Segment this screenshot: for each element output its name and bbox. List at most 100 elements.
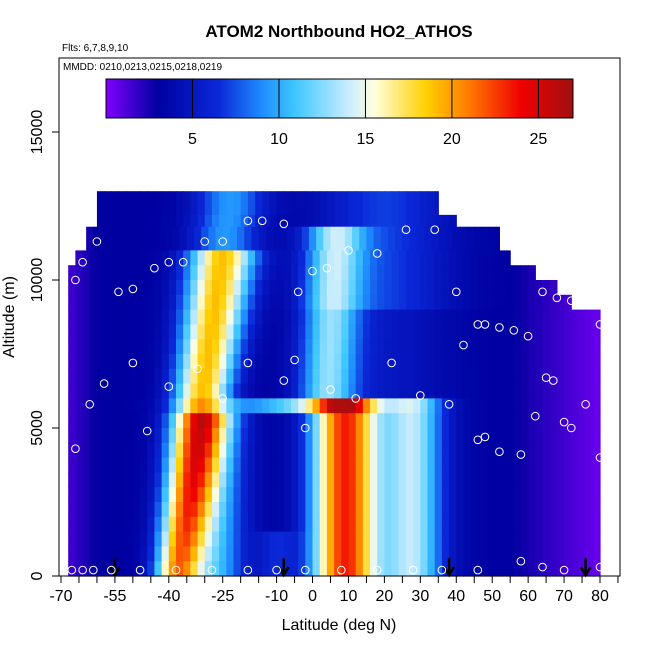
heatmap-cell: [463, 472, 472, 488]
heatmap-cell: [377, 324, 385, 340]
heatmap-cell: [183, 265, 191, 281]
heatmap-cell: [175, 324, 184, 340]
heatmap-cell: [434, 413, 443, 429]
heatmap-cell: [449, 428, 457, 444]
heatmap-cell: [226, 546, 235, 562]
heatmap-cell: [362, 191, 371, 216]
x-tick-label: 30: [411, 588, 429, 605]
heatmap-cell: [305, 428, 314, 444]
heatmap-cell: [377, 280, 385, 296]
heatmap-cell: [161, 294, 170, 311]
heatmap-cell: [485, 457, 493, 473]
heatmap-cell: [341, 531, 350, 547]
heatmap-cell: [190, 383, 199, 399]
heatmap-cell: [211, 354, 220, 370]
heatmap-cell: [485, 280, 493, 296]
heatmap-cell: [585, 487, 594, 503]
heatmap-cell: [75, 294, 84, 311]
heatmap-cell: [499, 516, 508, 533]
heatmap-cell: [434, 383, 443, 399]
heatmap-cell: [211, 442, 220, 459]
heatmap-cell: [528, 398, 536, 414]
heatmap-cell: [111, 531, 120, 547]
heatmap-cell: [233, 324, 242, 340]
heatmap-cell: [334, 442, 342, 459]
heatmap-cell: [247, 413, 256, 429]
heatmap-cell: [316, 226, 324, 251]
heatmap-cell: [405, 294, 414, 311]
heatmap-cell: [233, 339, 242, 355]
heatmap-cell: [190, 398, 199, 414]
heatmap-cell: [255, 294, 263, 311]
heatmap-cell: [319, 487, 328, 503]
heatmap-cell: [334, 487, 342, 503]
heatmap-cell: [305, 472, 314, 488]
heatmap-cell: [96, 531, 105, 547]
heatmap-cell: [362, 294, 371, 311]
heatmap-cell: [319, 428, 328, 444]
sample-point: [85, 400, 94, 409]
heatmap-cell: [140, 457, 148, 473]
heatmap-cell: [355, 472, 364, 488]
heatmap-cell: [154, 502, 163, 518]
heatmap-cell: [104, 294, 112, 311]
heatmap-cell: [175, 442, 184, 459]
heatmap-cell: [118, 502, 127, 518]
heatmap-cell: [528, 546, 536, 562]
heatmap-cell: [470, 309, 479, 325]
heatmap-cell: [470, 324, 479, 340]
heatmap-cell: [276, 250, 285, 266]
heatmap-cell: [183, 383, 191, 399]
heatmap-cell: [477, 309, 486, 325]
heatmap-cell: [147, 561, 156, 577]
heatmap-cell: [247, 546, 256, 562]
heatmap-cell: [384, 368, 393, 385]
heatmap-cell: [355, 324, 364, 340]
heatmap-cell: [219, 214, 227, 228]
heatmap-cell: [592, 354, 601, 370]
heatmap-cell: [405, 324, 414, 340]
heatmap-cell: [513, 413, 522, 429]
heatmap-cell: [405, 442, 414, 459]
heatmap-cell: [481, 226, 490, 251]
heatmap-cell: [549, 472, 558, 488]
heatmap-cell: [405, 214, 414, 228]
heatmap-cell: [341, 487, 350, 503]
x-tick-label: -40: [157, 588, 180, 605]
heatmap-cell: [226, 309, 235, 325]
sample-point: [559, 565, 569, 575]
heatmap-cell: [140, 428, 148, 444]
heatmap-cell: [147, 502, 156, 518]
heatmap-cell: [427, 265, 436, 281]
heatmap-cell: [434, 324, 443, 340]
heatmap-cell: [427, 324, 436, 340]
heatmap-cell: [362, 339, 371, 355]
heatmap-cell: [362, 214, 371, 228]
x-axis-label: Latitude (deg N): [282, 617, 397, 634]
colorbar-tick-label: 10: [270, 131, 288, 148]
heatmap-cell: [470, 354, 479, 370]
heatmap-cell: [535, 516, 544, 533]
heatmap-cell: [247, 280, 256, 296]
heatmap-cell: [75, 457, 84, 473]
heatmap-cell: [211, 502, 220, 518]
heatmap-cell: [477, 383, 486, 399]
heatmap-cell: [413, 191, 421, 216]
heatmap-cell: [427, 531, 436, 547]
heatmap-cell: [398, 442, 407, 459]
heatmap-cell: [118, 265, 127, 281]
heatmap-cell: [506, 442, 515, 459]
heatmap-cell: [564, 398, 572, 414]
heatmap-cell: [499, 561, 508, 577]
heatmap-cell: [96, 324, 105, 340]
heatmap-cell: [470, 383, 479, 399]
heatmap-cell: [592, 487, 601, 503]
heatmap-cell: [219, 561, 227, 577]
heatmap-cell: [204, 294, 213, 311]
heatmap-cell: [592, 413, 601, 429]
heatmap-cell: [449, 487, 457, 503]
heatmap-cell: [405, 383, 414, 399]
heatmap-cell: [197, 546, 206, 562]
heatmap-cell: [233, 368, 242, 385]
heatmap-cell: [578, 502, 587, 518]
